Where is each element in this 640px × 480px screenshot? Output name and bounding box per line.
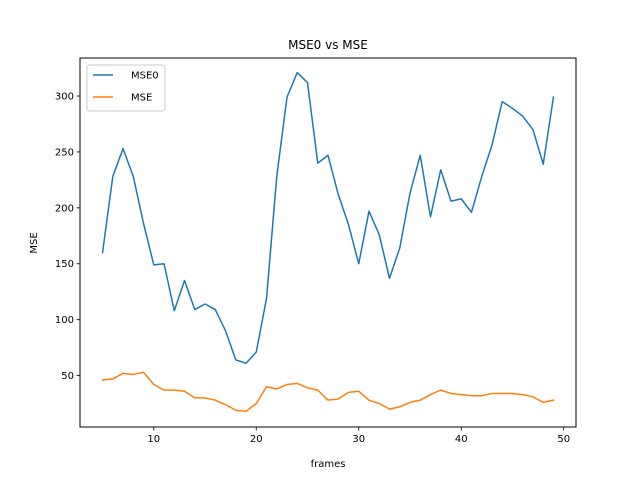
y-tick-label: 100: [55, 315, 74, 326]
y-axis-label: MSE: [29, 232, 40, 253]
legend-box: [86, 64, 166, 112]
x-tick-label: 50: [557, 434, 570, 445]
y-tick-label: 250: [55, 147, 74, 158]
series-line-mse0: [101, 71, 555, 365]
series-line-mse: [101, 371, 555, 413]
x-tick-label: 30: [352, 434, 365, 445]
y-axis-ticks: 50 100 150 200 250 300: [55, 92, 80, 382]
x-axis-label: frames: [311, 459, 346, 470]
x-tick-label: 20: [250, 434, 263, 445]
x-axis-ticks: 10 20 30 40 50: [147, 427, 570, 445]
plot-border: [79, 57, 577, 428]
chart-title: MSE0 vs MSE: [288, 38, 368, 52]
series-layer: [101, 71, 555, 413]
y-tick-label: 50: [61, 371, 74, 382]
x-tick-label: 40: [455, 434, 468, 445]
legend: MSE0 MSE: [86, 64, 166, 112]
y-tick-label: 150: [55, 259, 74, 270]
x-tick-label: 10: [147, 434, 160, 445]
legend-label-mse0: MSE0: [131, 71, 159, 82]
plot-area: [80, 58, 576, 427]
y-tick-label: 200: [55, 203, 74, 214]
y-tick-label: 300: [55, 92, 74, 103]
legend-label-mse: MSE: [131, 93, 152, 104]
